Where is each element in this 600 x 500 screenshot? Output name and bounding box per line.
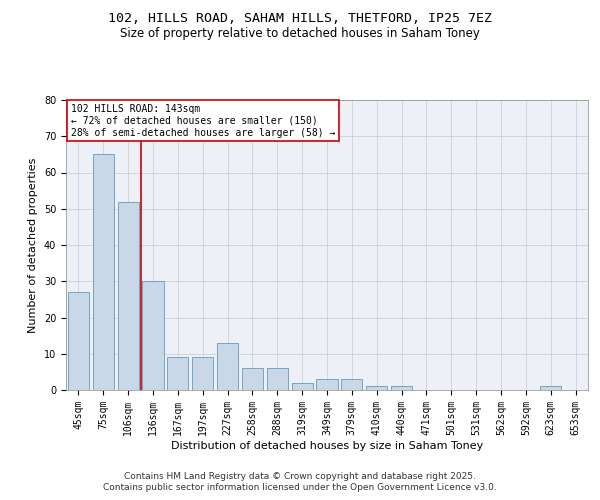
Text: Size of property relative to detached houses in Saham Toney: Size of property relative to detached ho…	[120, 28, 480, 40]
Y-axis label: Number of detached properties: Number of detached properties	[28, 158, 38, 332]
Bar	[118, 202, 139, 390]
Bar	[316, 379, 338, 390]
Text: Contains HM Land Registry data © Crown copyright and database right 2025.
Contai: Contains HM Land Registry data © Crown c…	[103, 472, 497, 492]
Bar	[366, 386, 387, 390]
Bar	[341, 379, 362, 390]
X-axis label: Distribution of detached houses by size in Saham Toney: Distribution of detached houses by size …	[171, 440, 483, 450]
Bar	[217, 343, 238, 390]
Bar	[192, 358, 213, 390]
Bar	[267, 368, 288, 390]
Bar	[93, 154, 114, 390]
Bar	[142, 281, 164, 390]
Bar	[391, 386, 412, 390]
Bar	[167, 358, 188, 390]
Bar	[540, 386, 561, 390]
Text: 102, HILLS ROAD, SAHAM HILLS, THETFORD, IP25 7EZ: 102, HILLS ROAD, SAHAM HILLS, THETFORD, …	[108, 12, 492, 26]
Bar	[292, 383, 313, 390]
Text: 102 HILLS ROAD: 143sqm
← 72% of detached houses are smaller (150)
28% of semi-de: 102 HILLS ROAD: 143sqm ← 72% of detached…	[71, 104, 335, 138]
Bar	[68, 292, 89, 390]
Bar	[242, 368, 263, 390]
